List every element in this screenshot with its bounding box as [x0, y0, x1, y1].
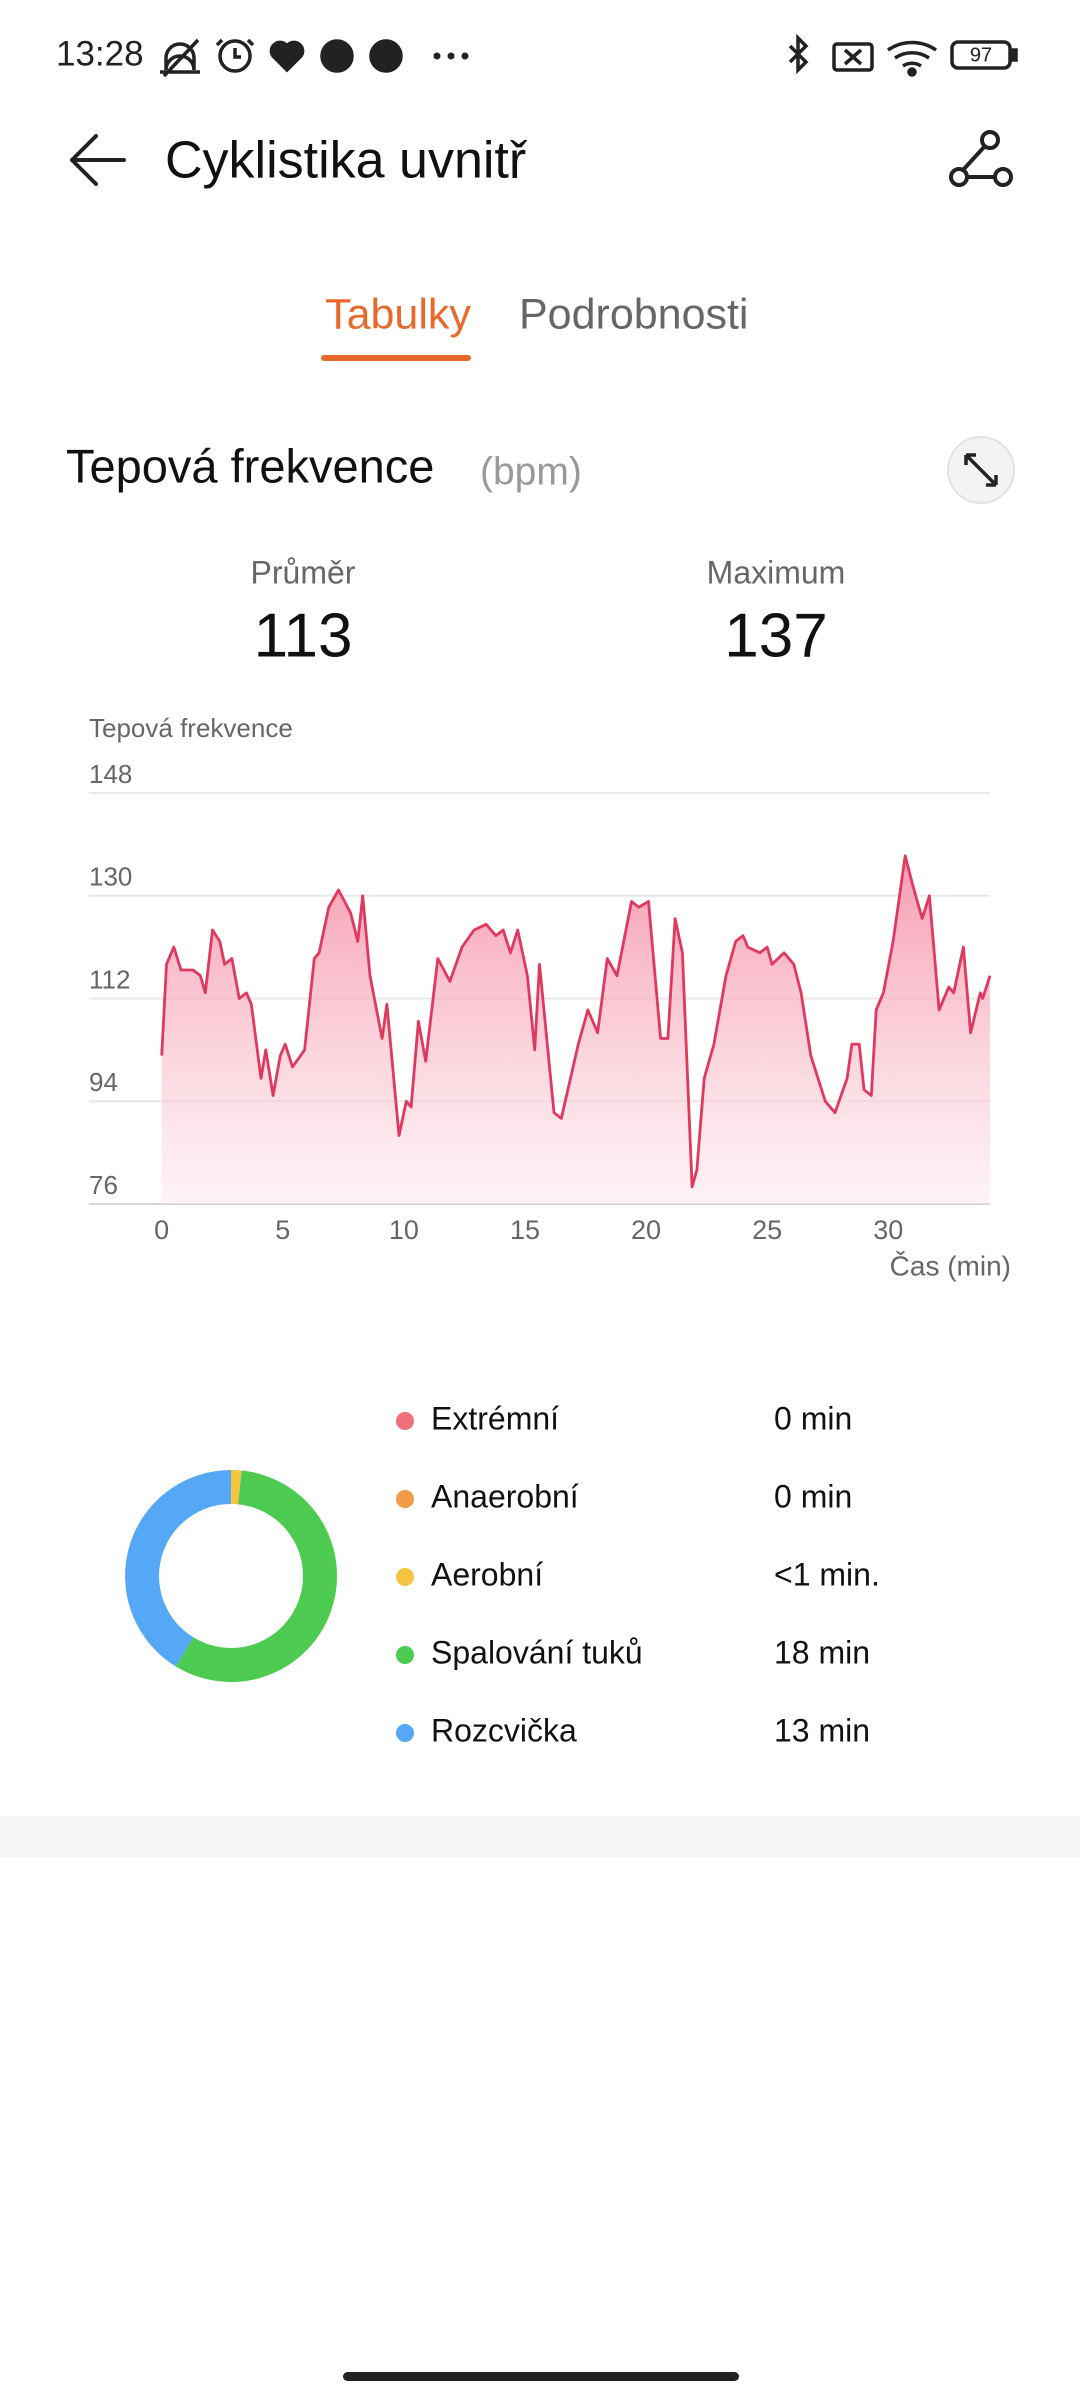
x-axis-label: Čas (min) [890, 1250, 1011, 1281]
legend-dot [396, 1490, 414, 1508]
y-tick-label: 76 [89, 1170, 118, 1200]
stat-value: 137 [724, 601, 827, 670]
legend-label: Extrémní [431, 1400, 559, 1436]
y-tick-label: 130 [89, 862, 132, 892]
route-button[interactable] [949, 130, 1013, 187]
section-unit: (bpm) [480, 450, 582, 493]
legend-label: Rozcvička [431, 1712, 577, 1748]
section-title: Tepová frekvence [66, 439, 434, 492]
y-tick-label: 148 [89, 759, 132, 789]
status-time: 13:28 [56, 34, 144, 73]
x-tick-label: 10 [389, 1215, 419, 1245]
y-axis-label: Tepová frekvence [89, 713, 293, 743]
tab-indicator [321, 355, 471, 361]
legend-value: 18 min [774, 1634, 870, 1670]
separator [0, 1816, 1080, 1857]
page-title: Cyklistika uvnitř [165, 132, 528, 190]
status-right-icons [788, 33, 1018, 77]
y-tick-label: 94 [89, 1067, 118, 1097]
legend-dot [396, 1724, 414, 1742]
line [160, 854, 992, 1189]
x-tick-label: 15 [510, 1215, 540, 1245]
expand-button[interactable] [947, 436, 1015, 504]
legend-label: Spalování tuků [431, 1634, 643, 1670]
tab[interactable]: Podrobnosti [519, 290, 749, 338]
donut-segment [125, 1470, 232, 1667]
donut-segment [175, 1470, 337, 1682]
legend-value: <1 min. [774, 1556, 880, 1592]
x-tick-label: 30 [873, 1215, 903, 1245]
legend-label: Aerobní [431, 1556, 543, 1592]
status-icons [160, 38, 403, 78]
area-fill [161, 855, 990, 1204]
tab-active[interactable]: Tabulky [325, 290, 471, 338]
legend-dot [396, 1568, 414, 1586]
legend-value: 0 min [774, 1478, 852, 1514]
back-button[interactable] [70, 134, 126, 186]
y-tick-label: 112 [89, 964, 130, 994]
legend-value: 13 min [774, 1712, 870, 1748]
stat-value: 113 [254, 601, 353, 670]
x-tick-label: 25 [752, 1215, 782, 1245]
legend-dot [396, 1646, 414, 1664]
legend-label: Anaerobní [431, 1478, 579, 1514]
legend-value: 0 min [774, 1400, 852, 1436]
stat-label: Průměr [251, 554, 356, 590]
home-indicator [343, 2372, 739, 2381]
stat-label: Maximum [707, 554, 846, 590]
x-tick-label: 0 [154, 1215, 169, 1245]
x-tick-label: 5 [275, 1215, 290, 1245]
battery-level: 97 [970, 44, 992, 66]
status-more [433, 52, 469, 60]
legend-dot [396, 1412, 414, 1430]
x-tick-label: 20 [631, 1215, 661, 1245]
